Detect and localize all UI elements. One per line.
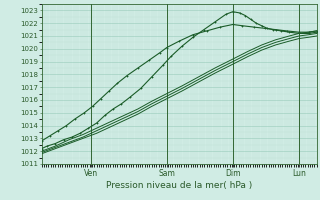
X-axis label: Pression niveau de la mer( hPa ): Pression niveau de la mer( hPa ) — [106, 181, 252, 190]
